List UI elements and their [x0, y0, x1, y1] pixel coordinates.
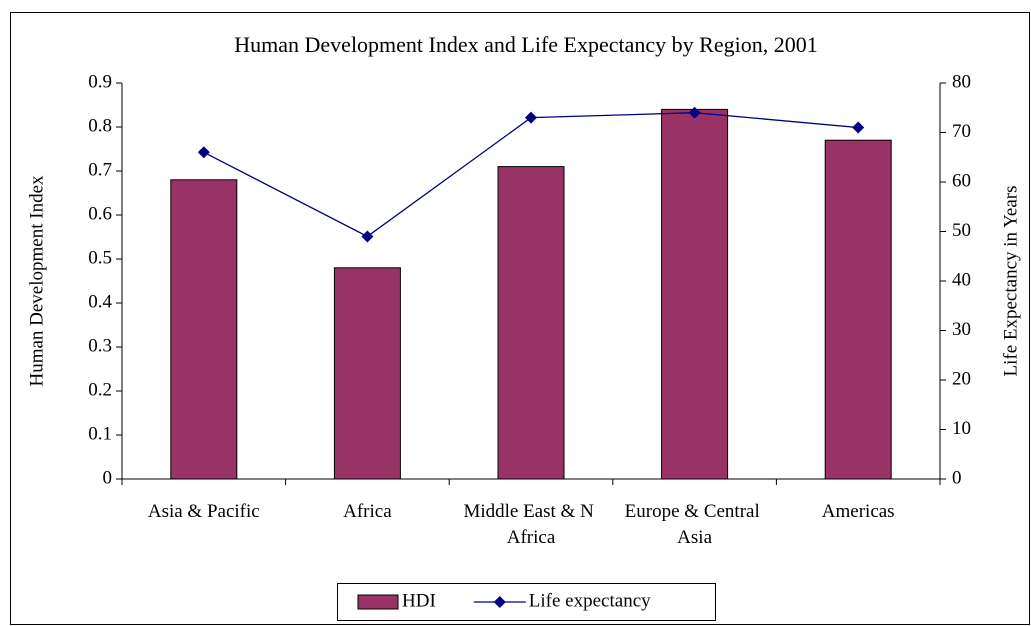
line-marker — [688, 106, 701, 119]
x-tick-label: Asia & Pacific — [148, 501, 260, 522]
x-tick-label: Africa — [343, 501, 392, 522]
chart-title: Human Development Index and Life Expecta… — [234, 32, 817, 57]
y2-tick-label: 0 — [952, 467, 962, 488]
line-marker — [361, 230, 374, 243]
bar — [497, 166, 565, 480]
y-tick-label: 0.4 — [88, 291, 112, 312]
y2-tick-label: 30 — [952, 319, 971, 340]
y2-tick-label: 20 — [952, 368, 971, 389]
y-tick-label: 0.5 — [88, 247, 112, 268]
y-tick-label: 0.3 — [88, 335, 112, 356]
x-tick-label: Middle East & N Africa — [463, 501, 598, 548]
legend-label: Life expectancy — [529, 590, 651, 611]
legend-marker — [493, 596, 506, 608]
bar — [170, 179, 238, 480]
line-marker — [852, 121, 865, 134]
y-tick-label: 0.7 — [88, 159, 112, 180]
y2-tick-label: 80 — [952, 71, 971, 92]
y-tick-label: 0.2 — [88, 379, 112, 400]
legend-label: HDI — [402, 590, 436, 611]
y2-tick-label: 40 — [952, 269, 971, 290]
y-tick-label: 0.1 — [88, 423, 112, 444]
y2-tick-label: 70 — [952, 121, 971, 142]
y-tick-label: 0 — [103, 467, 113, 488]
line-marker — [525, 111, 537, 124]
line-marker — [197, 146, 210, 159]
bar — [824, 139, 892, 480]
bar — [661, 108, 729, 480]
y2-tick-label: 10 — [952, 418, 971, 439]
y-tick-label: 0.8 — [88, 115, 112, 136]
y2-tick-label: 60 — [952, 170, 971, 191]
x-tick-label: Europe & Central Asia — [625, 501, 765, 548]
bar — [333, 267, 401, 480]
x-tick-label: Americas — [822, 501, 895, 522]
y2-tick-label: 50 — [952, 220, 971, 241]
y-tick-label: 0.6 — [88, 203, 112, 224]
y-tick-label: 0.9 — [88, 71, 112, 92]
legend-swatch — [357, 594, 399, 610]
y2-axis-label: Life Expectancy in Years — [1000, 186, 1021, 377]
legend-box — [337, 583, 716, 621]
y-axis-label: Human Development Index — [26, 175, 47, 387]
